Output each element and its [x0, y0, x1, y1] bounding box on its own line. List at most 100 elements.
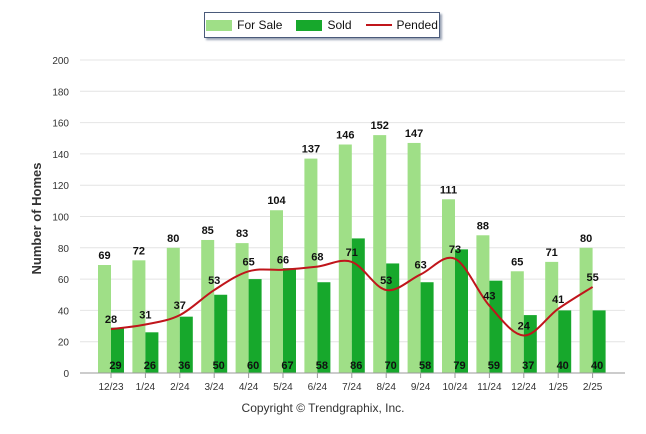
- bar-sold: [283, 268, 296, 373]
- data-label-for-sale: 104: [267, 195, 286, 207]
- x-tick-label: 6/24: [308, 382, 328, 393]
- data-label-pended: 55: [586, 272, 598, 284]
- bar-for-sale: [407, 142, 421, 373]
- bar-for-sale: [98, 265, 111, 373]
- chart-legend: For Sale Sold Pended: [204, 12, 440, 38]
- x-tick-label: 11/24: [477, 382, 502, 393]
- data-label-for-sale: 71: [546, 247, 558, 259]
- bar-for-sale: [338, 144, 352, 373]
- data-label-pended: 43: [483, 291, 495, 303]
- data-label-sold: 29: [109, 360, 121, 372]
- bar-for-sale: [476, 235, 490, 373]
- bar-sold: [489, 280, 503, 373]
- y-tick-label: 200: [52, 56, 69, 67]
- x-tick-label: 1/24: [136, 382, 156, 393]
- legend-label-for-sale: For Sale: [237, 18, 283, 32]
- data-label-sold: 67: [281, 360, 293, 372]
- data-label-sold: 58: [419, 360, 431, 372]
- x-tick-label: 1/25: [548, 382, 568, 393]
- data-label-sold: 40: [557, 360, 569, 372]
- x-tick-label: 7/24: [342, 382, 362, 393]
- x-tick-label: 2/25: [583, 382, 603, 393]
- data-label-for-sale: 146: [336, 130, 354, 142]
- data-label-sold: 37: [522, 360, 534, 372]
- x-tick-label: 2/24: [170, 382, 190, 393]
- x-tick-label: 3/24: [204, 382, 224, 393]
- bar-for-sale: [132, 260, 146, 373]
- copyright-text: Copyright © Trendgraphix, Inc.: [241, 401, 405, 415]
- bar-for-sale: [545, 261, 559, 373]
- data-label-for-sale: 72: [133, 245, 145, 257]
- bar-sold: [214, 294, 228, 373]
- data-label-for-sale: 80: [580, 233, 592, 245]
- data-label-pended: 66: [277, 255, 289, 267]
- data-label-pended: 73: [449, 244, 461, 256]
- y-tick-label: 40: [58, 306, 70, 317]
- bar-for-sale: [304, 158, 318, 373]
- data-label-for-sale: 80: [167, 233, 179, 245]
- bar-sold: [558, 310, 572, 373]
- x-tick-label: 10/24: [442, 382, 467, 393]
- bar-sold: [455, 249, 468, 373]
- legend-swatch-for-sale: [206, 19, 233, 31]
- bar-sold: [592, 310, 606, 373]
- bar-for-sale: [166, 247, 180, 373]
- legend-label-pended: Pended: [396, 18, 438, 32]
- data-label-pended: 31: [139, 309, 151, 321]
- legend-item-sold: Sold: [296, 18, 352, 32]
- data-label-pended: 68: [311, 252, 323, 264]
- data-label-sold: 70: [385, 360, 397, 372]
- x-tick-label: 9/24: [411, 382, 431, 393]
- data-label-for-sale: 147: [405, 128, 423, 140]
- y-tick-label: 60: [58, 275, 70, 286]
- bar-for-sale: [579, 247, 593, 373]
- bar-for-sale: [442, 199, 455, 373]
- bar-for-sale: [373, 135, 387, 373]
- legend-label-sold: Sold: [327, 18, 352, 32]
- data-label-pended: 63: [414, 259, 426, 271]
- bar-sold: [145, 332, 159, 373]
- pended-line: [110, 256, 594, 337]
- data-label-sold: 79: [453, 360, 465, 372]
- data-label-sold: 36: [178, 360, 190, 372]
- y-tick-label: 80: [58, 244, 70, 255]
- y-tick-label: 100: [52, 213, 69, 224]
- data-label-pended: 24: [518, 320, 531, 332]
- data-label-pended: 71: [346, 247, 358, 259]
- bar-for-sale: [201, 239, 215, 373]
- x-tick-label: 12/24: [511, 382, 536, 393]
- bar-sold: [111, 327, 124, 373]
- legend-item-for-sale: For Sale: [206, 18, 282, 32]
- data-label-for-sale: 111: [440, 184, 457, 196]
- data-label-sold: 40: [591, 360, 603, 372]
- x-tick-label: 5/24: [273, 382, 293, 393]
- bar-for-sale: [270, 210, 283, 373]
- data-label-for-sale: 65: [511, 256, 523, 268]
- data-label-pended: 41: [552, 294, 564, 306]
- bar-sold: [317, 282, 331, 373]
- y-tick-label: 180: [52, 87, 69, 98]
- data-label-sold: 59: [488, 360, 500, 372]
- legend-item-pended: Pended: [365, 18, 438, 32]
- data-label-for-sale: 137: [302, 144, 320, 156]
- data-label-sold: 86: [350, 360, 362, 372]
- data-label-pended: 65: [242, 256, 254, 268]
- x-tick-label: 4/24: [239, 382, 259, 393]
- x-tick-label: 8/24: [376, 382, 396, 393]
- bar-for-sale: [510, 271, 524, 373]
- data-label-pended: 53: [380, 275, 392, 287]
- data-label-pended: 53: [208, 275, 220, 287]
- bar-sold: [179, 316, 193, 373]
- legend-swatch-sold: [296, 19, 323, 31]
- bar-sold: [523, 315, 537, 373]
- data-label-pended: 37: [174, 300, 186, 312]
- data-label-pended: 28: [105, 314, 117, 326]
- data-label-for-sale: 88: [477, 220, 489, 232]
- y-tick-label: 140: [52, 150, 69, 161]
- data-label-for-sale: 83: [236, 228, 248, 240]
- data-label-for-sale: 69: [98, 250, 110, 262]
- y-tick-label: 160: [52, 119, 69, 130]
- bar-sold: [248, 279, 262, 373]
- data-label-sold: 60: [247, 360, 259, 372]
